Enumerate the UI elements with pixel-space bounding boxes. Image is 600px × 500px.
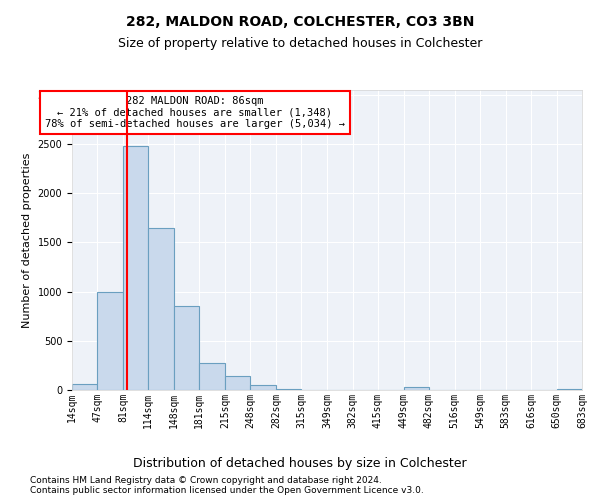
Bar <box>123 146 148 390</box>
Y-axis label: Number of detached properties: Number of detached properties <box>22 152 32 328</box>
Text: Contains HM Land Registry data © Crown copyright and database right 2024.: Contains HM Land Registry data © Crown c… <box>30 476 382 485</box>
Text: Distribution of detached houses by size in Colchester: Distribution of detached houses by size … <box>133 458 467 470</box>
Bar <box>404 387 429 390</box>
Text: Size of property relative to detached houses in Colchester: Size of property relative to detached ho… <box>118 38 482 51</box>
Bar <box>97 292 123 390</box>
Bar <box>225 376 250 390</box>
Text: 282, MALDON ROAD, COLCHESTER, CO3 3BN: 282, MALDON ROAD, COLCHESTER, CO3 3BN <box>126 15 474 29</box>
Bar <box>557 389 582 390</box>
Text: 282 MALDON ROAD: 86sqm
← 21% of detached houses are smaller (1,348)
78% of semi-: 282 MALDON ROAD: 86sqm ← 21% of detached… <box>45 96 345 129</box>
Bar <box>199 364 225 390</box>
Text: Contains public sector information licensed under the Open Government Licence v3: Contains public sector information licen… <box>30 486 424 495</box>
Bar <box>250 385 277 390</box>
Bar <box>72 384 97 390</box>
Bar <box>277 389 301 390</box>
Bar <box>148 228 174 390</box>
Bar <box>174 306 199 390</box>
